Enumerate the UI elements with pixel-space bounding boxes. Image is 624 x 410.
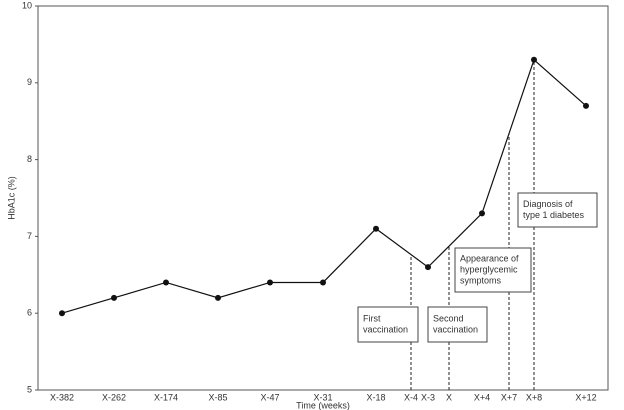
data-point [531,56,537,63]
data-point [59,310,65,317]
x-tick-label: X [446,392,452,402]
data-point [111,294,117,301]
annotation-text: hyperglycemic [460,264,518,274]
x-tick-label: X-174 [154,392,178,402]
y-tick-label: 6 [27,308,32,318]
data-point [373,225,379,232]
annotation-text: First [363,313,381,323]
data-point [163,279,169,286]
annotation-text: type 1 diabetes [523,210,585,220]
annotation-box [427,306,488,343]
data-point [479,210,485,217]
data-point [583,102,589,109]
annotation-box [454,247,532,293]
x-tick-label: X-382 [50,392,74,402]
annotation-text: vaccination [433,324,478,334]
x-tick-label: X+4 [474,392,490,402]
annotation-text: vaccination [363,324,408,334]
x-axis-label: Time (weeks) [296,400,350,410]
x-tick-label: X+8 [526,392,542,402]
data-point [425,264,431,271]
x-tick-label: X-85 [208,392,227,402]
y-tick-label: 8 [27,154,32,164]
x-tick-label: X-47 [260,392,279,402]
plot-frame [37,5,609,391]
annotation-text: Appearance of [460,253,519,263]
data-point [320,279,326,286]
annotation-text: Diagnosis of [523,199,573,209]
x-tick-label: X-31 [313,392,332,402]
y-tick-label: 10 [22,0,32,10]
annotation-box [517,192,598,228]
x-tick-label: X-18 [366,392,385,402]
annotation-box [357,306,419,343]
x-tick-label: X+12 [575,392,596,402]
annotation-text: symptoms [460,275,502,285]
x-tick-label: X-262 [102,392,126,402]
x-tick-label: X+7 [501,392,517,402]
data-point [215,294,221,301]
y-tick-label: 7 [27,231,32,241]
x-tick-label: X-4 [404,392,418,402]
y-tick-label: 9 [27,77,32,87]
y-tick-label: 5 [27,384,32,394]
y-axis-label: HbA1c (%) [6,176,16,220]
data-point [267,279,273,286]
x-tick-label: X-3 [421,392,435,402]
annotation-text: Second [433,313,464,323]
